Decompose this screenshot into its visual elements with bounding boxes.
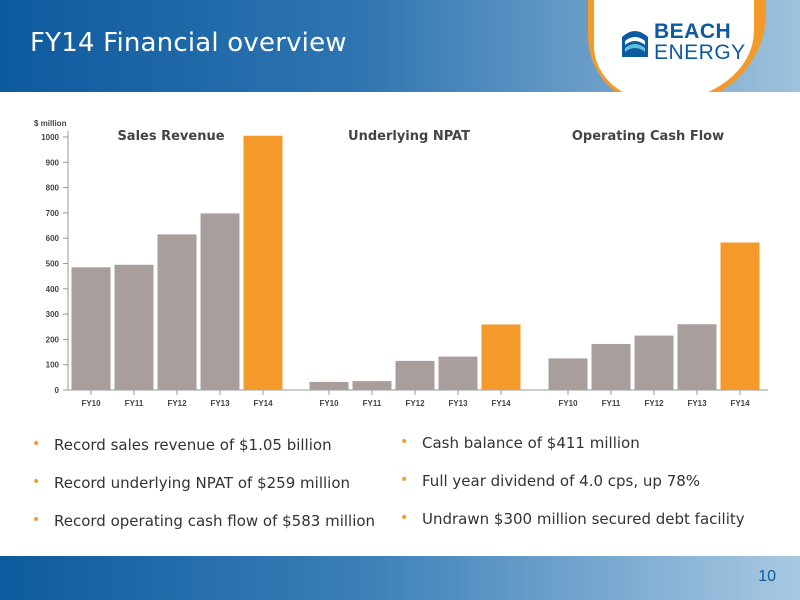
- x-tick-label: FY12: [405, 399, 425, 408]
- page-number: 10: [758, 568, 776, 585]
- bullet-dot-icon: •: [400, 434, 409, 450]
- bar-fy10: [309, 381, 349, 390]
- bar-fy12: [634, 335, 674, 390]
- y-tick-label: 700: [46, 209, 60, 218]
- logo-mark-icon: [622, 31, 648, 57]
- bar-fy14: [481, 324, 521, 390]
- x-tick-label: FY10: [558, 399, 578, 408]
- bar-fy13: [677, 324, 717, 390]
- x-tick-label: FY11: [125, 399, 144, 408]
- bullet-dot-icon: •: [400, 510, 409, 526]
- x-tick-label: FY12: [167, 399, 187, 408]
- bar-fy14: [720, 242, 760, 390]
- y-tick-label: 800: [46, 184, 60, 193]
- x-tick-label: FY14: [253, 399, 273, 408]
- logo-text-energy: ENERGY: [654, 41, 746, 64]
- bullet-dot-icon: •: [400, 472, 409, 488]
- company-logo: BEACH ENERGY: [620, 19, 750, 67]
- bullet-dot-icon: •: [32, 436, 41, 452]
- page-title: FY14 Financial overview: [30, 28, 347, 58]
- x-tick-label: FY14: [730, 399, 750, 408]
- bar-fy10: [71, 267, 111, 390]
- y-tick-label: 500: [46, 260, 60, 269]
- y-tick-label: 0: [55, 386, 60, 395]
- x-tick-label: FY13: [448, 399, 468, 408]
- y-tick-label: 400: [46, 285, 60, 294]
- bar-fy12: [395, 360, 435, 390]
- y-tick-label: 1000: [41, 133, 59, 142]
- bullet-dot-icon: •: [32, 512, 41, 528]
- y-tick-label: 200: [46, 335, 60, 344]
- x-tick-label: FY14: [491, 399, 511, 408]
- y-tick-label: 600: [46, 234, 60, 243]
- bar-fy11: [114, 264, 154, 390]
- x-tick-label: FY10: [81, 399, 101, 408]
- bullet-dot-icon: •: [32, 474, 41, 490]
- group-title: Underlying NPAT: [348, 129, 470, 144]
- y-tick-label: 900: [46, 158, 60, 167]
- x-tick-label: FY11: [602, 399, 621, 408]
- bar-fy13: [200, 213, 240, 390]
- chart-svg: $ million 0 100 200 300 400 500 600 700 800 900 100…: [34, 119, 768, 408]
- bar-fy10: [548, 358, 588, 390]
- header-banner: FY14 Financial overview BEACH ENERGY: [0, 0, 800, 92]
- y-tick-label: 100: [46, 361, 60, 370]
- bar-fy13: [438, 356, 478, 390]
- bar-fy11: [591, 343, 631, 390]
- bar-fy11: [352, 381, 392, 390]
- y-tick-label: 300: [46, 310, 60, 319]
- bar-fy14: [243, 135, 283, 390]
- group-title: Operating Cash Flow: [572, 129, 724, 144]
- bar-fy12: [157, 234, 197, 390]
- footer-banner: 10: [0, 556, 800, 600]
- x-tick-label: FY13: [687, 399, 707, 408]
- x-tick-label: FY11: [363, 399, 382, 408]
- key-points: • Record sales revenue of $1.05 billion •…: [32, 434, 745, 530]
- logo-swoosh: [588, 0, 766, 92]
- y-axis-unit-label: $ million: [34, 119, 67, 128]
- x-tick-label: FY10: [319, 399, 339, 408]
- x-tick-label: FY13: [210, 399, 230, 408]
- x-tick-label: FY12: [644, 399, 664, 408]
- logo-text-beach: BEACH: [654, 20, 732, 43]
- group-title: Sales Revenue: [117, 129, 224, 144]
- financial-chart: $ million 0 100 200 300 400 500 600 700 800 900 100…: [20, 112, 780, 420]
